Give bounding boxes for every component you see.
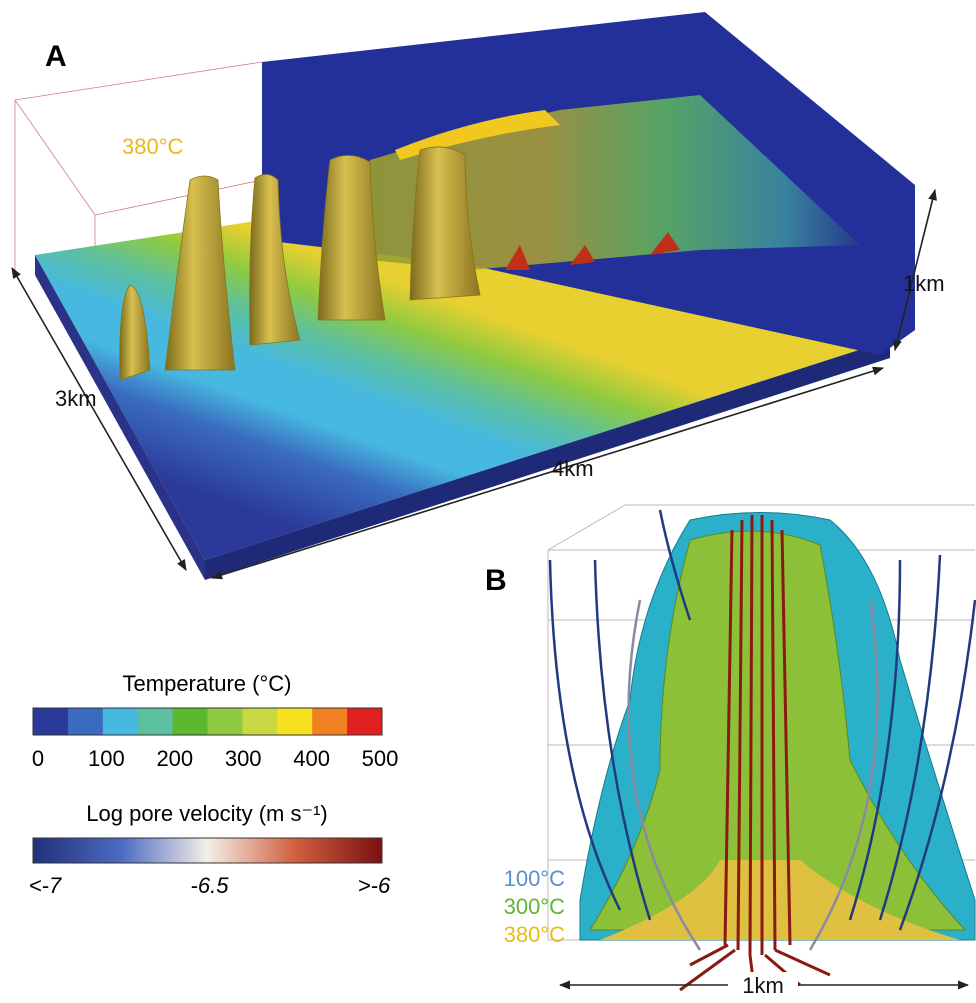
- colorbar-segment: [208, 708, 243, 735]
- length-label: 4km: [552, 456, 594, 481]
- legends: Temperature (°C) 0 100 200 300 400 500 Log po…: [29, 671, 399, 898]
- isotherm-label: 100°C: [504, 866, 566, 891]
- tick-label: -6.5: [191, 873, 230, 898]
- tick-label: 300: [225, 746, 262, 771]
- isotherm-label: 380°C: [504, 922, 566, 947]
- colorbar-segment: [242, 708, 277, 735]
- colorbar-segment: [103, 708, 138, 735]
- colorbar-segment: [33, 708, 68, 735]
- colorbar-segment: [347, 708, 382, 735]
- panel-label: A: [45, 40, 67, 73]
- colorbar-segment: [68, 708, 103, 735]
- velocity-ticks: <-7 -6.5 >-6: [29, 873, 391, 898]
- tick-label: >-6: [358, 873, 391, 898]
- velocity-colorbar: [33, 838, 382, 863]
- tick-label: <-7: [29, 873, 62, 898]
- scale-label: 1km: [742, 973, 784, 998]
- temperature-title: Temperature (°C): [123, 671, 292, 696]
- colorbar-segment: [138, 708, 173, 735]
- tick-label: 200: [156, 746, 193, 771]
- velocity-title: Log pore velocity (m s⁻¹): [86, 801, 327, 826]
- temperature-colorbar: 0 100 200 300 400 500: [32, 708, 398, 771]
- panel-label: B: [485, 564, 507, 597]
- figure: A 380°C 1km 3km 4km B 100°C 300°C 380°C 1k…: [0, 0, 976, 1003]
- tick-label: 100: [88, 746, 125, 771]
- depth-label: 1km: [903, 271, 945, 296]
- colorbar-segment: [312, 708, 347, 735]
- width-label: 3km: [55, 386, 97, 411]
- panel-b: B 100°C 300°C 380°C 1km: [485, 505, 975, 998]
- tick-label: 400: [293, 746, 330, 771]
- isotherm-label: 300°C: [504, 894, 566, 919]
- isotherm-label: 380°C: [122, 134, 184, 159]
- panel-a: A 380°C 1km 3km 4km: [12, 12, 945, 580]
- colorbar-segment: [277, 708, 312, 735]
- colorbar-segment: [173, 708, 208, 735]
- tick-label: 500: [362, 746, 399, 771]
- tick-label: 0: [32, 746, 44, 771]
- isotherm-legend: 100°C 300°C 380°C: [504, 866, 566, 947]
